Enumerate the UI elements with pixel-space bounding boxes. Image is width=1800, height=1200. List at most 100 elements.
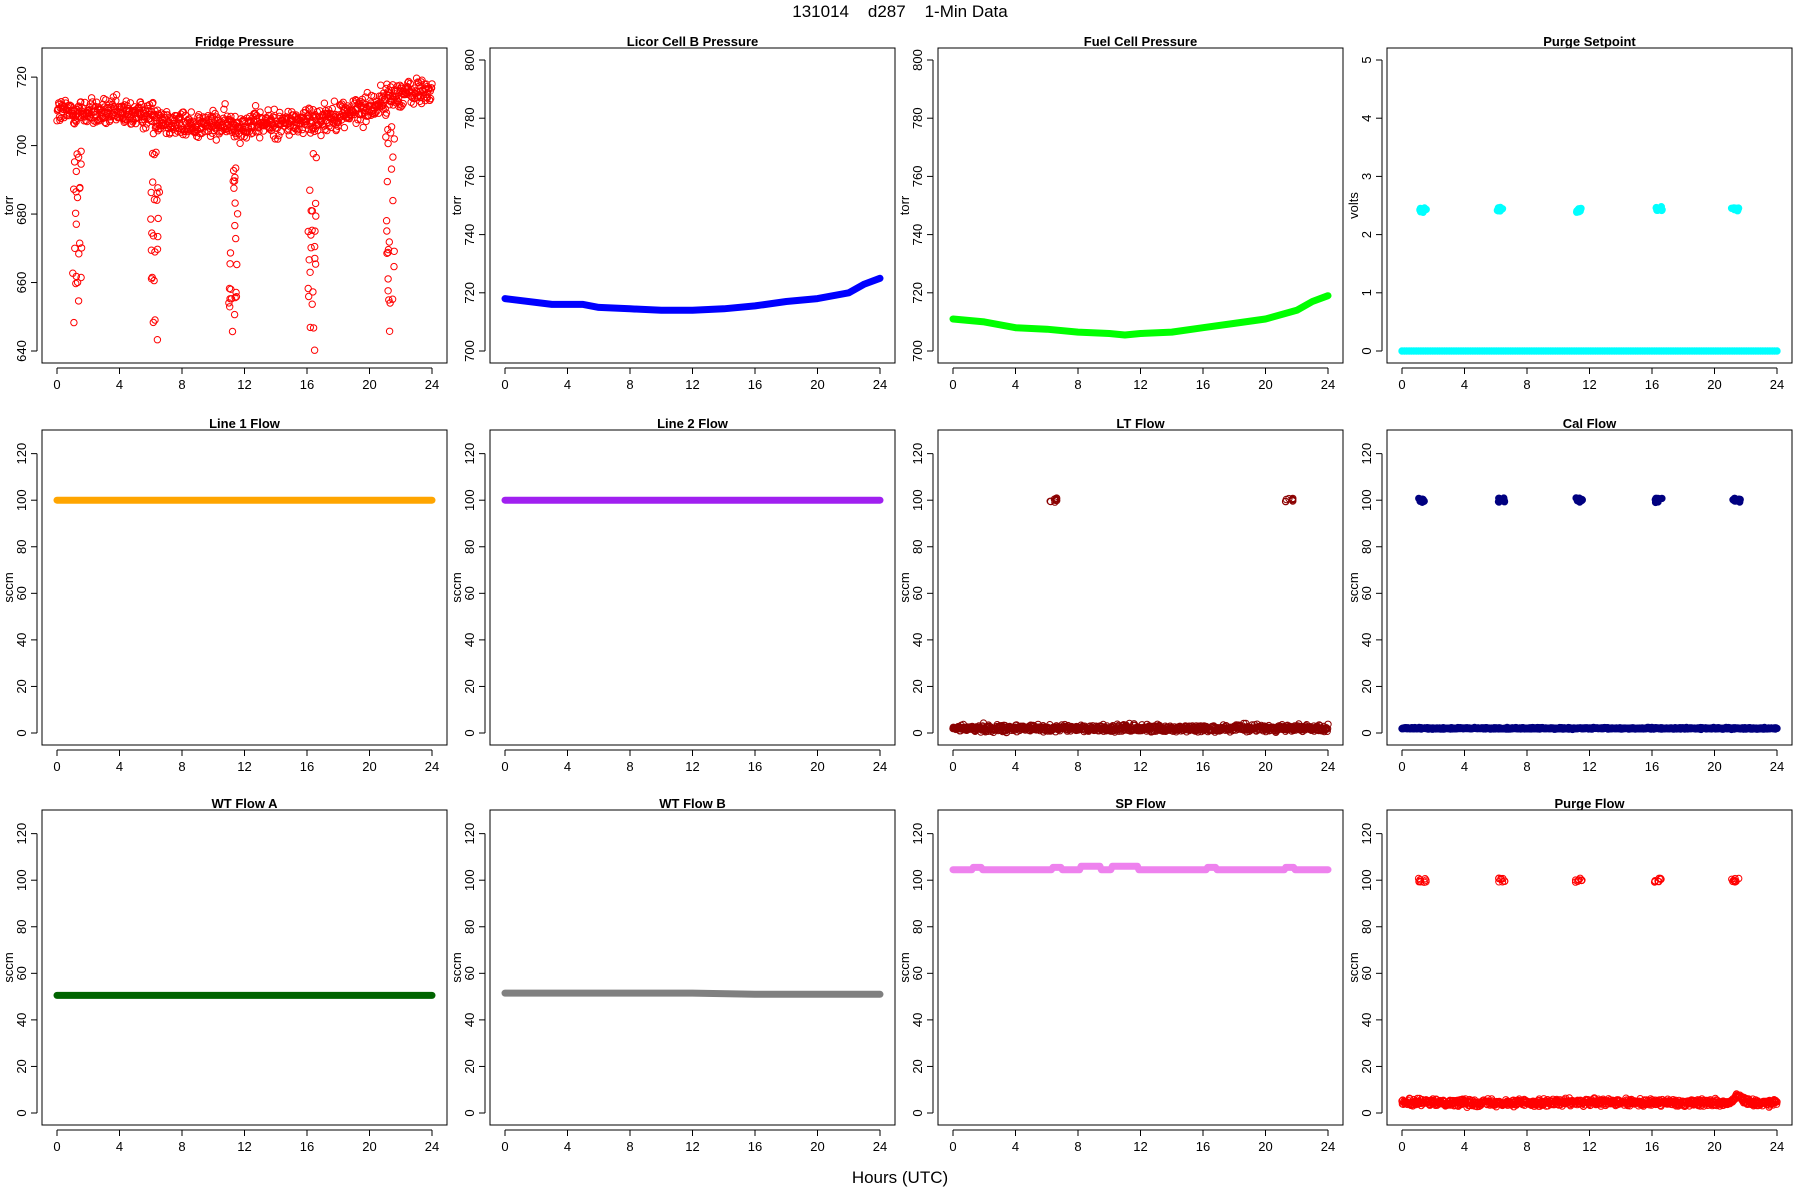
- x-tick-label: 8: [626, 377, 633, 392]
- data-point: [72, 167, 81, 176]
- data-point: [149, 318, 158, 327]
- y-tick-label: 20: [14, 1059, 29, 1073]
- y-tick-label: 2: [1359, 231, 1374, 238]
- x-tick-label: 20: [1258, 1139, 1272, 1154]
- y-tick-label: 700: [910, 340, 925, 362]
- panel-title: Purge Flow: [1554, 796, 1625, 811]
- y-tick-label: 740: [910, 224, 925, 246]
- data-point: [150, 150, 159, 159]
- data-point: [72, 117, 80, 126]
- y-tick-label: 0: [462, 729, 477, 736]
- y-tick-label: 740: [462, 224, 477, 246]
- x-tick-label: 20: [1258, 759, 1272, 774]
- panel-title: Line 1 Flow: [209, 416, 281, 431]
- data-point: [270, 105, 278, 114]
- x-tick-label: 4: [116, 377, 123, 392]
- data-point: [70, 318, 78, 327]
- panel-title: Licor Cell B Pressure: [627, 34, 759, 49]
- data-point: [1288, 496, 1297, 504]
- x-tick-label: 0: [949, 759, 956, 774]
- data-point: [71, 244, 79, 253]
- panel-title: Fridge Pressure: [195, 34, 294, 49]
- data-point: [72, 220, 81, 228]
- data-point: [307, 244, 315, 252]
- data-point: [74, 297, 83, 305]
- panel-title: Fuel Cell Pressure: [1084, 34, 1197, 49]
- x-tick-label: 20: [362, 377, 376, 392]
- x-tick-label: 4: [564, 377, 571, 392]
- data-point: [229, 166, 238, 175]
- data-point: [226, 260, 234, 268]
- data-point: [387, 165, 396, 173]
- data-point: [142, 124, 150, 132]
- y-tick-label: 760: [462, 166, 477, 188]
- y-axis-label: torr: [1, 195, 16, 215]
- x-tick-label: 4: [1461, 759, 1468, 774]
- data-point: [77, 273, 85, 282]
- data-point: [75, 250, 83, 258]
- y-tick-label: 1: [1359, 289, 1374, 296]
- panel-title: WT Flow B: [659, 796, 725, 811]
- data-point: [1571, 876, 1580, 884]
- y-tick-label: 40: [462, 633, 477, 647]
- data-point: [1773, 1098, 1781, 1106]
- data-point: [228, 327, 237, 336]
- x-tick-label: 4: [564, 759, 571, 774]
- y-tick-label: 780: [462, 107, 477, 129]
- data-point: [427, 94, 435, 103]
- data-point: [311, 199, 320, 208]
- y-tick-label: 80: [462, 540, 477, 554]
- data-point: [242, 134, 251, 142]
- y-tick-label: 0: [14, 729, 29, 736]
- data-point: [233, 260, 241, 269]
- data-point: [305, 292, 313, 301]
- data-point: [1281, 497, 1290, 506]
- y-tick-label: 0: [1359, 347, 1374, 354]
- x-tick-label: 4: [1012, 1139, 1019, 1154]
- data-point: [359, 123, 367, 132]
- y-tick-label: 100: [462, 869, 477, 891]
- data-point: [1420, 878, 1428, 886]
- data-point: [76, 183, 84, 192]
- data-point: [252, 128, 260, 136]
- data-point: [1578, 496, 1587, 504]
- data-point: [382, 133, 390, 141]
- data-point: [162, 129, 171, 138]
- data-point: [148, 149, 157, 158]
- y-tick-label: 60: [1359, 586, 1374, 600]
- data-point: [389, 196, 397, 205]
- y-tick-label: 100: [1359, 869, 1374, 891]
- y-tick-label: 720: [910, 282, 925, 304]
- x-tick-label: 16: [1196, 377, 1210, 392]
- data-point: [1576, 207, 1584, 215]
- data-point: [309, 150, 317, 158]
- data-point: [220, 105, 228, 114]
- data-point: [385, 296, 393, 304]
- data-point: [385, 238, 393, 246]
- data-point: [1324, 720, 1332, 728]
- x-tick-label: 24: [873, 377, 887, 392]
- x-tick-label: 12: [1582, 1139, 1596, 1154]
- x-tick-label: 24: [873, 1139, 887, 1154]
- y-tick-label: 20: [14, 679, 29, 693]
- x-tick-label: 0: [949, 1139, 956, 1154]
- data-point: [231, 173, 239, 182]
- plot-frame: [489, 809, 896, 1126]
- data-layer: [501, 274, 884, 314]
- data-point: [225, 299, 233, 307]
- chart-panel: Licor Cell B Pressure 0 4 8 12 16 20 24 700 720 74…: [449, 34, 896, 392]
- data-point: [231, 199, 239, 207]
- plot-frame: [41, 47, 448, 364]
- y-tick-label: 5: [1359, 56, 1374, 63]
- y-tick-label: 100: [910, 869, 925, 891]
- x-tick-label: 24: [1770, 759, 1784, 774]
- x-tick-label: 0: [1398, 1139, 1405, 1154]
- y-tick-label: 60: [910, 586, 925, 600]
- data-point: [251, 102, 260, 110]
- data-point: [71, 209, 80, 218]
- y-tick-label: 120: [1359, 443, 1374, 465]
- data-point: [1727, 204, 1736, 213]
- x-tick-label: 16: [300, 1139, 314, 1154]
- x-tick-label: 24: [1770, 1139, 1784, 1154]
- data-point: [384, 139, 392, 148]
